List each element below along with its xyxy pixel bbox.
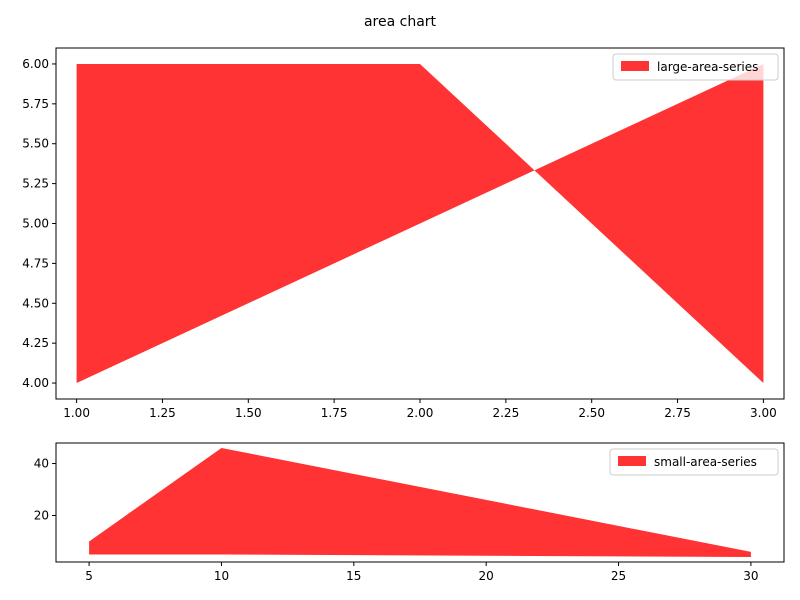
legend-box xyxy=(612,53,779,81)
x-tick-label: 1.00 xyxy=(63,406,90,420)
x-tick-label: 2.00 xyxy=(407,406,434,420)
figure-title: area chart xyxy=(364,14,437,30)
y-tick-label: 5.50 xyxy=(22,137,49,151)
area-fill-small-area-series xyxy=(89,447,751,558)
y-tick-label: 4.75 xyxy=(22,256,49,270)
x-tick-label: 5 xyxy=(85,569,93,583)
x-tick-label: 2.25 xyxy=(492,406,519,420)
x-tick-label: 1.25 xyxy=(149,406,176,420)
chart-small-area: 5 10 15 20 25 30 20 40 small-area-series xyxy=(34,442,785,583)
legend-swatch xyxy=(621,61,649,71)
x-tick-label: 1.75 xyxy=(321,406,348,420)
y-tick-label: 6.00 xyxy=(22,57,49,71)
x-tick-label: 25 xyxy=(611,569,626,583)
x-tick-label: 2.75 xyxy=(664,406,691,420)
legend-label: large-area-series xyxy=(657,60,758,74)
x-tick-label: 30 xyxy=(743,569,758,583)
x-tick-label: 3.00 xyxy=(750,406,777,420)
x-tick-label: 1.50 xyxy=(235,406,262,420)
y-tick-label: 4.50 xyxy=(22,296,49,310)
y-tick-label: 5.25 xyxy=(22,177,49,191)
y-tick-label: 20 xyxy=(34,508,49,522)
x-tick-label: 2.50 xyxy=(578,406,605,420)
x-tick-label: 20 xyxy=(479,569,494,583)
legend: large-area-series xyxy=(612,53,779,81)
chart-large-area: 1.00 1.25 1.50 1.75 2.00 2.25 2.50 2.75 3.00 4.00… xyxy=(22,47,785,420)
y-tick-label: 5.00 xyxy=(22,217,49,231)
legend-swatch xyxy=(618,456,646,466)
area-fill-large-area-series xyxy=(76,63,764,384)
y-tick-label: 40 xyxy=(34,457,49,471)
y-tick-label: 5.75 xyxy=(22,97,49,111)
y-tick-label: 4.00 xyxy=(22,376,49,390)
x-tick-label: 10 xyxy=(214,569,229,583)
x-tick-label: 15 xyxy=(346,569,361,583)
axes-frame xyxy=(55,442,785,563)
y-tick-label: 4.25 xyxy=(22,336,49,350)
legend-label: small-area-series xyxy=(654,455,757,469)
legend-box xyxy=(609,448,779,476)
legend: small-area-series xyxy=(609,448,779,476)
